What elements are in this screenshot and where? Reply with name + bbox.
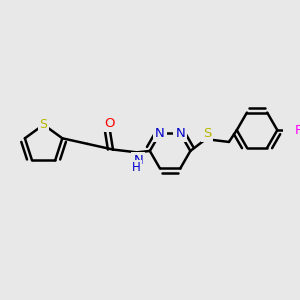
Text: S: S — [40, 118, 48, 131]
Text: S: S — [203, 127, 211, 140]
Text: F: F — [295, 124, 300, 136]
Text: N: N — [176, 127, 185, 140]
Text: O: O — [104, 117, 115, 130]
Text: N: N — [155, 127, 165, 140]
Text: N: N — [134, 154, 143, 167]
Text: H: H — [132, 161, 141, 174]
